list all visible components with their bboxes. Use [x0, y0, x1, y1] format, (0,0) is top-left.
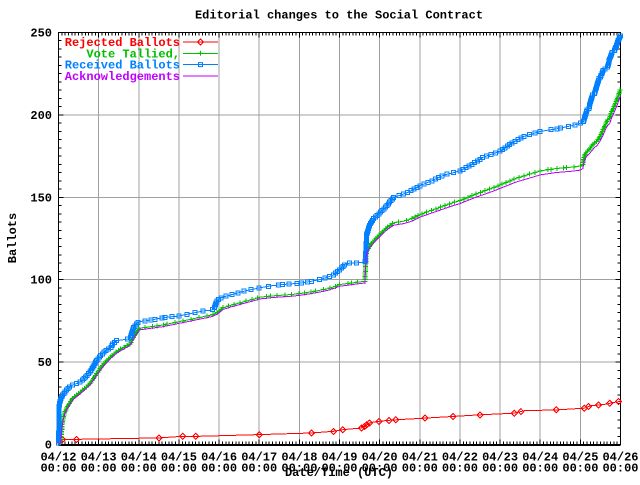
- svg-text:04/13: 04/13: [81, 451, 117, 465]
- svg-text:Received Ballots: Received Ballots: [65, 59, 180, 73]
- svg-text:04/17: 04/17: [241, 451, 277, 465]
- svg-text:00:00: 00:00: [362, 462, 398, 476]
- svg-text:04/18: 04/18: [281, 451, 317, 465]
- svg-text:04/23: 04/23: [482, 451, 518, 465]
- svg-text:Editorial changes to the Socia: Editorial changes to the Social Contract: [195, 9, 483, 23]
- svg-text:Date/Time (UTC): Date/Time (UTC): [285, 466, 393, 480]
- svg-text:00:00: 00:00: [602, 462, 638, 476]
- svg-text:04/20: 04/20: [362, 451, 398, 465]
- svg-text:200: 200: [30, 109, 52, 123]
- svg-text:100: 100: [30, 274, 52, 288]
- svg-text:0: 0: [45, 439, 52, 453]
- svg-text:04/19: 04/19: [321, 451, 357, 465]
- svg-text:Vote Tallied,: Vote Tallied,: [86, 47, 180, 61]
- svg-text:00:00: 00:00: [40, 462, 76, 476]
- svg-text:00:00: 00:00: [201, 462, 237, 476]
- svg-text:00:00: 00:00: [562, 462, 598, 476]
- svg-text:00:00: 00:00: [442, 462, 478, 476]
- svg-text:00:00: 00:00: [402, 462, 438, 476]
- svg-text:04/15: 04/15: [161, 451, 197, 465]
- svg-text:04/16: 04/16: [201, 451, 237, 465]
- svg-text:00:00: 00:00: [241, 462, 277, 476]
- svg-text:250: 250: [30, 27, 52, 41]
- svg-text:50: 50: [38, 356, 52, 370]
- svg-text:04/14: 04/14: [121, 451, 157, 465]
- svg-text:Ballots: Ballots: [6, 213, 20, 263]
- svg-text:00:00: 00:00: [482, 462, 518, 476]
- svg-text:00:00: 00:00: [522, 462, 558, 476]
- svg-text:04/24: 04/24: [522, 451, 558, 465]
- svg-text:Rejected Ballots: Rejected Ballots: [65, 36, 180, 50]
- svg-text:00:00: 00:00: [121, 462, 157, 476]
- svg-text:Acknowledgements: Acknowledgements: [65, 70, 180, 84]
- svg-text:04/25: 04/25: [562, 451, 598, 465]
- svg-text:00:00: 00:00: [321, 462, 357, 476]
- svg-text:00:00: 00:00: [281, 462, 317, 476]
- svg-text:04/22: 04/22: [442, 451, 478, 465]
- svg-text:00:00: 00:00: [81, 462, 117, 476]
- svg-text:150: 150: [30, 191, 52, 205]
- svg-text:04/26: 04/26: [602, 451, 638, 465]
- svg-text:04/21: 04/21: [402, 451, 438, 465]
- svg-text:00:00: 00:00: [161, 462, 197, 476]
- svg-text:04/12: 04/12: [40, 451, 76, 465]
